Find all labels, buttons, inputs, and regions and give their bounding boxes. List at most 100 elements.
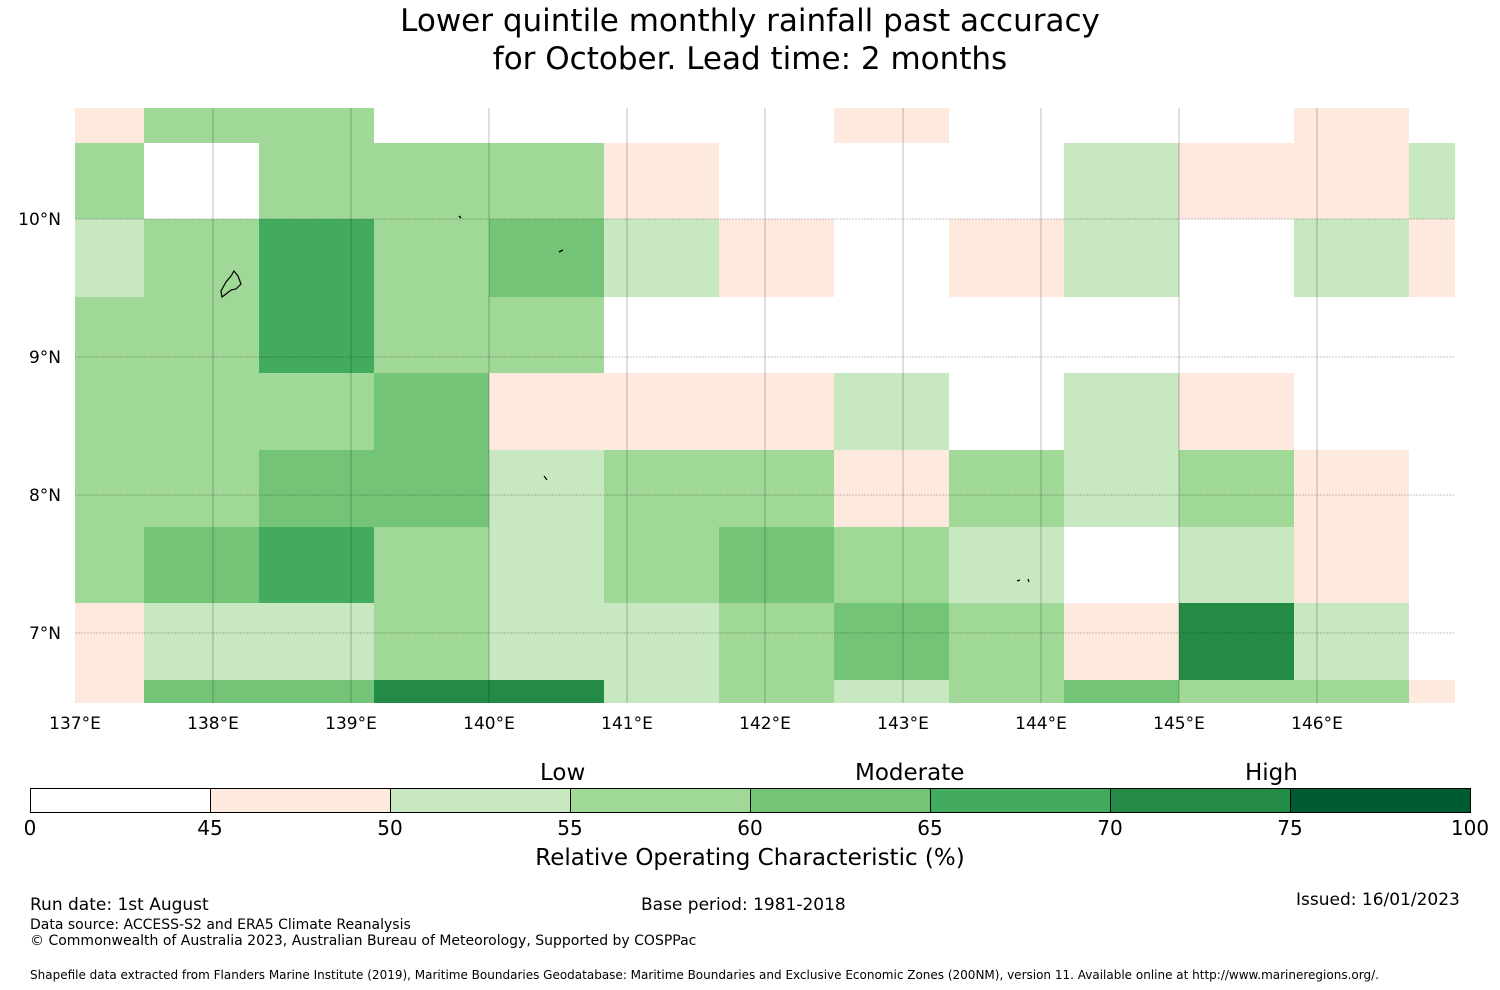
grid-cell xyxy=(1294,143,1409,219)
grid-cell xyxy=(834,680,949,703)
colorbar-tick-label: 70 xyxy=(1097,816,1123,840)
base-period: Base period: 1981-2018 xyxy=(641,895,846,915)
run-date: Run date: 1st August xyxy=(30,895,209,915)
grid-cell xyxy=(259,143,374,219)
copyright: © Commonwealth of Australia 2023, Austra… xyxy=(30,933,697,949)
colorbar-word-moderate: Moderate xyxy=(855,760,965,786)
chart-title: Lower quintile monthly rainfall past acc… xyxy=(0,2,1500,78)
grid-cell xyxy=(144,373,259,450)
grid-cell xyxy=(1294,219,1409,297)
grid-cell xyxy=(719,219,834,297)
colorbar-tick-label: 60 xyxy=(737,816,763,840)
grid-cell xyxy=(259,527,374,603)
longitude-label: 138°E xyxy=(187,714,239,734)
grid-cell xyxy=(75,373,144,450)
grid-cell xyxy=(489,143,604,219)
grid-cell xyxy=(489,373,604,450)
colorbar-tick-label: 100 xyxy=(1450,816,1490,840)
grid-cell xyxy=(949,219,1064,297)
longitude-label: 139°E xyxy=(325,714,377,734)
colorbar-tick-label: 45 xyxy=(197,816,223,840)
grid-cell xyxy=(75,603,144,680)
colorbar-swatch xyxy=(1110,788,1291,813)
grid-cell xyxy=(374,680,489,703)
latitude-labels: 10°N 9°N 8°N 7°N xyxy=(18,210,61,644)
grid-cell xyxy=(75,108,144,143)
grid-cell xyxy=(1294,527,1409,603)
grid-cell xyxy=(949,603,1064,680)
grid-cell xyxy=(1064,373,1179,450)
colorbar-label: Relative Operating Characteristic (%) xyxy=(535,845,965,871)
grid-cell xyxy=(1179,143,1294,219)
grid-cells xyxy=(75,108,1455,703)
colorbar-swatch xyxy=(930,788,1111,813)
lat-lon-gridlines xyxy=(75,108,1455,703)
issued-date: Issued: 16/01/2023 xyxy=(1296,890,1460,910)
colorbar-swatch xyxy=(750,788,931,813)
grid-cell xyxy=(1294,450,1409,527)
grid-cell xyxy=(259,450,374,527)
grid-cell xyxy=(949,450,1064,527)
grid-cell xyxy=(834,450,949,527)
colorbar-tick-label: 75 xyxy=(1277,816,1303,840)
grid-cell xyxy=(1064,680,1179,703)
longitude-label: 141°E xyxy=(601,714,653,734)
grid-cell xyxy=(1064,143,1179,219)
island-outline-small-3 xyxy=(543,475,548,481)
grid-cell xyxy=(489,219,604,297)
grid-cell xyxy=(949,680,1064,703)
grid-cell xyxy=(489,603,604,680)
grid-cell xyxy=(489,680,604,703)
grid-cell xyxy=(1179,450,1294,527)
data-source: Data source: ACCESS-S2 and ERA5 Climate … xyxy=(30,917,411,933)
grid-cell xyxy=(489,450,604,527)
grid-cell xyxy=(604,603,719,680)
grid-cell xyxy=(604,143,719,219)
colorbar-tick-label: 0 xyxy=(23,816,37,840)
longitude-label: 144°E xyxy=(1015,714,1067,734)
grid-cell xyxy=(259,297,374,373)
longitude-label: 146°E xyxy=(1291,714,1343,734)
colorbar-swatch xyxy=(1290,788,1471,813)
island-outlines xyxy=(220,215,1030,583)
grid-cell xyxy=(259,680,374,703)
longitude-labels: 137°E 138°E 139°E 140°E 141°E 142°E 143°E 144°E… xyxy=(49,714,1343,734)
shapefile-credit: Shapefile data extracted from Flanders M… xyxy=(30,968,1379,982)
grid-cell xyxy=(604,219,719,297)
grid-cell xyxy=(144,108,259,143)
grid-cell xyxy=(489,527,604,603)
grid-cell xyxy=(604,527,719,603)
grid-cell xyxy=(604,450,719,527)
colorbar xyxy=(30,788,1471,813)
colorbar-tick-label: 65 xyxy=(917,816,943,840)
colorbar-tick-label: 55 xyxy=(557,816,583,840)
colorbar-swatch xyxy=(570,788,751,813)
colorbar-swatch xyxy=(390,788,571,813)
grid-cell xyxy=(1294,108,1409,143)
grid-cell xyxy=(144,297,259,373)
title-line-2: for October. Lead time: 2 months xyxy=(492,41,1008,77)
grid-cell xyxy=(374,219,489,297)
grid-cell xyxy=(374,143,489,219)
grid-cell xyxy=(259,219,374,297)
island-outline-small-1 xyxy=(458,215,462,219)
grid-cell xyxy=(834,527,949,603)
grid-cell xyxy=(1294,603,1409,680)
grid-cell xyxy=(1179,680,1294,703)
grid-cell xyxy=(1064,450,1179,527)
grid-cell xyxy=(75,450,144,527)
latitude-label: 9°N xyxy=(29,348,61,368)
island-outline-small-4 xyxy=(1016,578,1030,583)
grid-cell xyxy=(1179,373,1294,450)
title-line-1: Lower quintile monthly rainfall past acc… xyxy=(400,3,1100,39)
grid-cell xyxy=(719,680,834,703)
grid-cell xyxy=(834,603,949,680)
grid-cell xyxy=(834,108,949,143)
grid-cell xyxy=(259,373,374,450)
grid-cell xyxy=(75,527,144,603)
grid-cell xyxy=(374,450,489,527)
longitude-label: 137°E xyxy=(49,714,101,734)
grid-cell xyxy=(1409,219,1455,297)
grid-cell xyxy=(719,450,834,527)
colorbar-word-low: Low xyxy=(540,760,586,786)
